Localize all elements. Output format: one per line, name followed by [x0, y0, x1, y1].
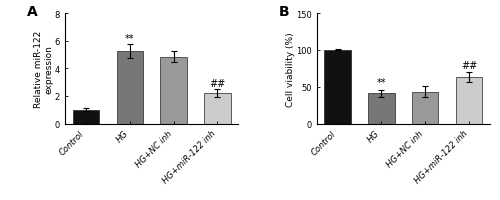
Bar [456, 78, 482, 124]
Text: ##: ## [210, 78, 226, 88]
Text: **: ** [125, 34, 134, 44]
Y-axis label: Cell viability (%): Cell viability (%) [286, 32, 294, 106]
Text: **: ** [376, 77, 386, 87]
Bar [204, 94, 231, 124]
Bar [368, 94, 394, 124]
Bar [324, 50, 350, 124]
Text: ##: ## [461, 61, 477, 70]
Text: A: A [27, 5, 38, 19]
Text: B: B [278, 5, 289, 19]
Bar [73, 110, 99, 124]
Y-axis label: Relative miR-122
expression: Relative miR-122 expression [34, 31, 54, 107]
Bar [160, 57, 187, 124]
Bar [116, 52, 143, 124]
Bar [412, 92, 438, 124]
